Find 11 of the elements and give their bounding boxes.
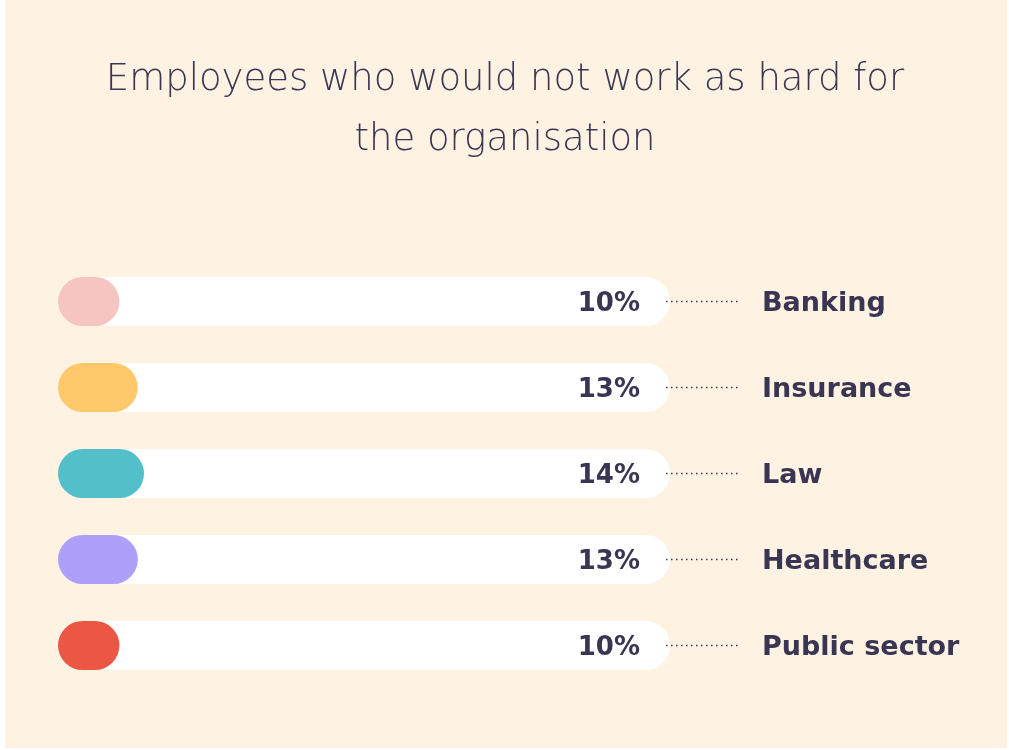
y-tick-label: Law xyxy=(762,457,823,489)
data-label: 14% xyxy=(577,458,640,489)
y-tick-label: Insurance xyxy=(762,371,912,403)
y-tick-label: Public sector xyxy=(762,629,961,661)
data-label: 10% xyxy=(577,630,640,661)
data-label: 13% xyxy=(577,372,640,403)
y-tick-label: Banking xyxy=(762,285,886,317)
data-label: 13% xyxy=(577,544,640,575)
y-tick-label: Healthcare xyxy=(762,543,929,575)
text: Employees who would not work as hard for the organisation xyxy=(104,55,906,161)
data-label: 10% xyxy=(577,286,640,317)
